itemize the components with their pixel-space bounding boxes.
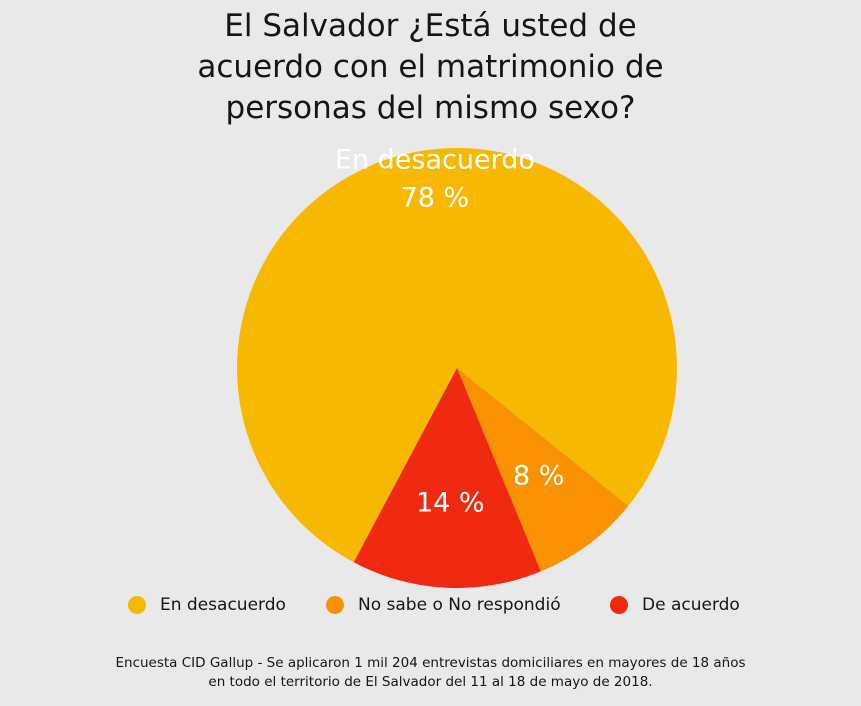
footnote-line-1: Encuesta CID Gallup - Se aplicaron 1 mil… [115,655,746,671]
pie-slice-label-0-0: En desacuerdo [335,145,535,176]
legend: En desacuerdo No sabe o No respondió De … [0,595,861,619]
legend-label-en-desacuerdo: En desacuerdo [160,595,286,615]
legend-dot-no-sabe-icon [326,596,344,614]
legend-dot-en-desacuerdo-icon [128,596,146,614]
legend-label-de-acuerdo: De acuerdo [642,595,740,615]
chart-title: El Salvador ¿Está usted de acuerdo con e… [150,6,711,129]
legend-item-no-sabe: No sabe o No respondió [326,595,561,615]
pie-slice-label-2-0: 14 % [416,488,485,519]
pie-slice-label-1-0: 8 % [513,461,564,492]
chart-title-line-2: acuerdo con el matrimonio de [197,49,664,85]
chart-title-line-1: El Salvador ¿Está usted de [224,8,637,44]
chart-title-line-3: personas del mismo sexo? [225,90,636,126]
pie-slice-1 [457,368,629,572]
footnote-line-2: en todo el territorio de El Salvador del… [208,674,653,690]
footnote: Encuesta CID Gallup - Se aplicaron 1 mil… [80,654,781,692]
legend-label-no-sabe: No sabe o No respondió [358,595,561,615]
legend-item-de-acuerdo: De acuerdo [610,595,740,615]
legend-dot-de-acuerdo-icon [610,596,628,614]
legend-item-en-desacuerdo: En desacuerdo [128,595,286,615]
pie-slice-0 [236,147,677,563]
pie-slice-2 [353,368,541,589]
pie-slice-label-0-1: 78 % [401,183,470,214]
